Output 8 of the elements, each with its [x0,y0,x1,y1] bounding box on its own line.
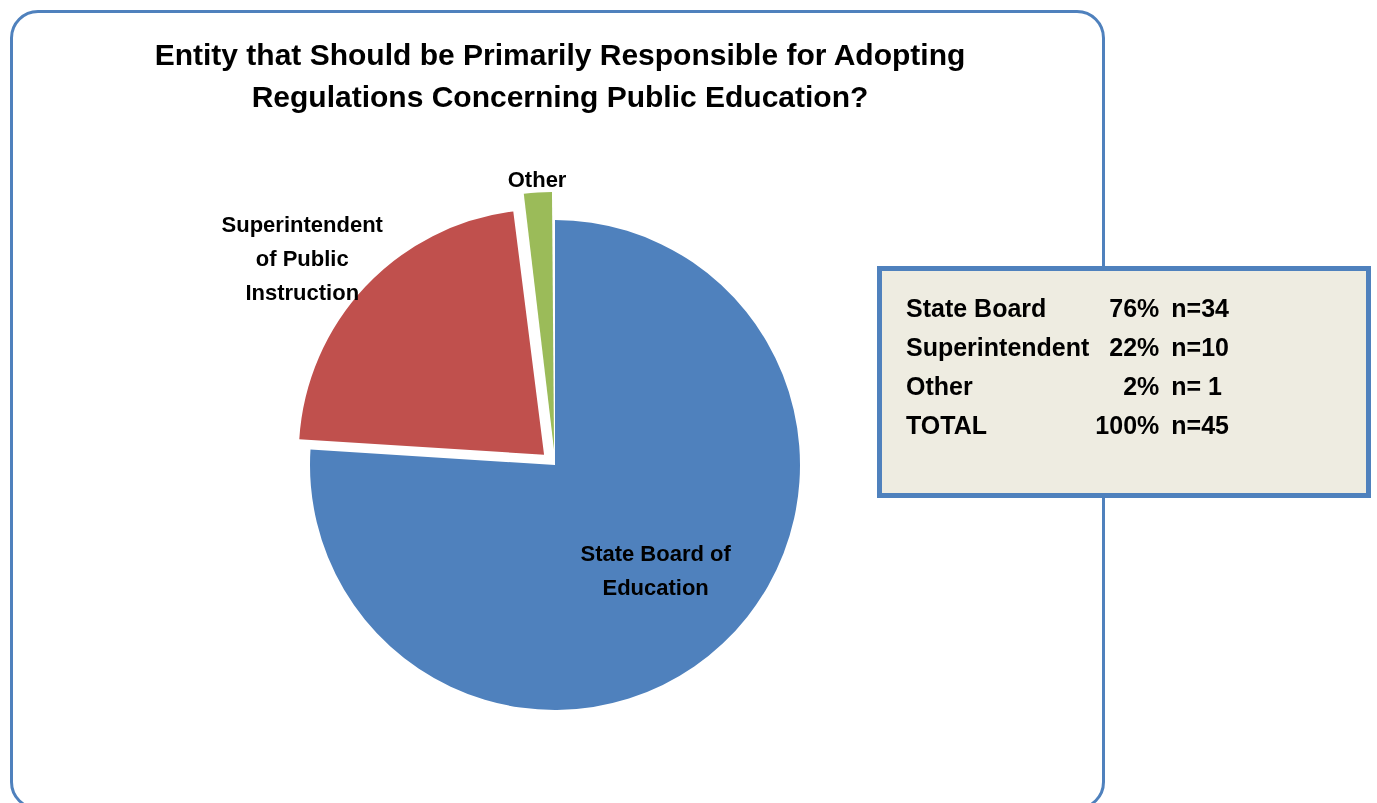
text: Superintendent 22% n=10 [906,332,1229,363]
text: State Board 76% n=34 [906,294,1229,322]
text: TOTAL 100% n=45 [906,411,1229,439]
slice-label: Superintendent of Public Instruction [221,211,384,305]
slice-label: State Board of Education [580,541,732,601]
slice-label: Other [507,166,567,192]
chart-title: Entity that Should be Primarily Responsible for Adopting Regulations Concerning Public Education? [153,37,967,115]
text: Other 2% n= 1 [906,372,1223,400]
